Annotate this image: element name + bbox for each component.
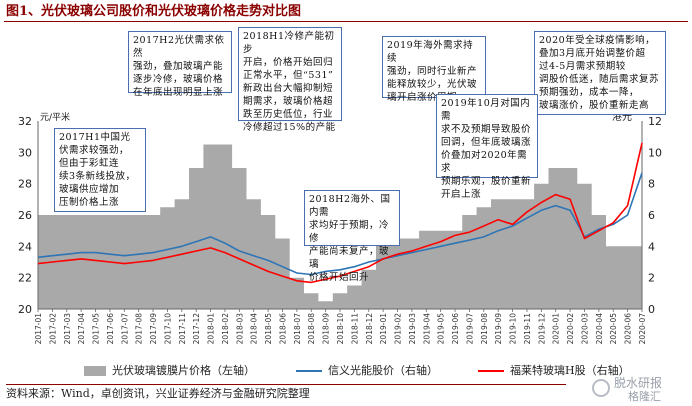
watermark-text-bottom: 格隆汇	[628, 390, 661, 403]
right-axis-tick-label: 12	[648, 115, 662, 128]
right-axis-tick-label: 8	[648, 178, 655, 191]
glass-price-area	[38, 144, 642, 309]
xinyi-price-line	[37, 172, 643, 276]
x-axis-tick-label: 2019-01	[379, 313, 388, 345]
x-axis-tick-label: 2018-03	[235, 313, 244, 345]
x-axis-tick-label: 2018-08	[307, 313, 316, 345]
left-axis-tick-label: 22	[18, 272, 32, 285]
right-axis-tick-label: 2	[648, 272, 655, 285]
x-axis-tick-label: 2020-05	[609, 313, 618, 345]
glass-price-area-layer	[38, 144, 642, 309]
legend-item-xinyi: 信义光能股价（右轴）	[296, 362, 438, 380]
x-axis-tick-label: 2017-02	[48, 313, 57, 345]
x-axis-tick-label: 2017-08	[135, 313, 144, 345]
x-axis-tick-label: 2017-04	[77, 313, 86, 345]
legend-swatch-flat	[478, 370, 504, 372]
legend-label-xinyi: 信义光能股价（右轴）	[328, 364, 438, 377]
x-axis-tick-label: 2019-08	[480, 313, 489, 345]
x-axis-tick-label: 2017-12	[192, 313, 201, 345]
right-axis-tick-label: 6	[648, 209, 655, 222]
annotation-2019-overseas: 2019年海外需求持续 强劲，同时行业新产 能释放较少，光伏玻 璃开启涨价周期	[382, 36, 486, 103]
x-axis-tick-label: 2017-06	[106, 313, 115, 345]
legend-label-flat: 福莱特玻璃H股（右轴）	[510, 364, 630, 377]
x-axis-tick-label: 2017-10	[163, 313, 172, 345]
x-axis-tick-label: 2019-06	[451, 313, 460, 345]
x-axis-tick-label: 2018-09	[322, 313, 331, 345]
left-axis-tick-label: 32	[18, 115, 32, 128]
legend-label-glass-price: 光伏玻璃镀膜片价格（左轴）	[112, 364, 255, 377]
x-axis-tick-label: 2017-07	[120, 313, 129, 345]
x-axis-tick-label: 2019-05	[437, 313, 446, 345]
x-axis-tick-label: 2019-04	[422, 313, 431, 345]
x-axis-tick-label: 2020-01	[552, 313, 561, 345]
left-axis-tick-label: 20	[18, 303, 32, 316]
x-axis-tick-label: 2017-01	[34, 313, 43, 345]
legend-item-flat: 福莱特玻璃H股（右轴）	[478, 362, 630, 380]
annotation-2017h2: 2017H2光伏需求依然 强劲，叠加玻璃产能 逐步冷修，玻璃价格 在年底出现明显…	[128, 31, 232, 98]
annotation-2018h2: 2018H2海外、国内需 求均好于预期，冷修 产能尚未复产，玻璃 价格开始回升	[304, 190, 400, 283]
x-axis-tick-label: 2019-03	[408, 313, 417, 345]
x-axis-tick-label: 2019-07	[465, 313, 474, 345]
legend-item-glass-price: 光伏玻璃镀膜片价格（左轴）	[84, 362, 255, 380]
annotation-2020-covid: 2020年受全球疫情影响， 叠加3月底开始调整价超 过4-5月需求预期较 调股价…	[534, 31, 666, 115]
x-axis-tick-label: 2019-10	[509, 313, 518, 345]
x-axis-tick-label: 2018-05	[264, 313, 273, 345]
flat-glass-price-line	[37, 142, 643, 284]
x-axis-tick-label: 2018-07	[293, 313, 302, 345]
x-axis-tick-label: 2018-12	[365, 313, 374, 345]
x-axis-tick-label: 2017-03	[63, 313, 72, 345]
x-axis-tick-label: 2018-01	[207, 313, 216, 345]
right-axis-tick-label: 0	[648, 303, 655, 316]
x-axis-tick-label: 2019-12	[537, 313, 546, 345]
axes-layer	[37, 121, 643, 312]
x-axis-tick-label: 2018-10	[336, 313, 345, 345]
left-axis-tick-label: 24	[18, 240, 32, 253]
x-axis-tick-label: 2020-06	[624, 313, 633, 345]
left-axis-tick-label: 28	[18, 178, 32, 191]
legend-swatch-xinyi	[296, 370, 322, 372]
x-axis-tick-label: 2017-05	[92, 313, 101, 345]
left-axis-tick-label: 30	[18, 146, 32, 159]
legend-swatch-area	[84, 366, 106, 376]
x-axis-tick-label: 2017-11	[178, 313, 187, 345]
watermark-logo	[592, 379, 610, 397]
left-axis-unit-label: 元/平米	[40, 111, 70, 123]
x-axis-tick-label: 2018-11	[350, 313, 359, 345]
annotation-2017h1: 2017H1中国光 伏需求较强劲， 但由于彩虹连 续3条新线投放， 玻璃供应增加…	[54, 128, 146, 212]
stock-lines-layer	[37, 142, 643, 284]
x-axis-tick-label: 2019-09	[494, 313, 503, 345]
figure-title: 图1、光伏玻璃公司股价和光伏玻璃价格走势对比图	[4, 2, 688, 22]
x-axis-tick-label: 2018-06	[278, 313, 287, 345]
x-axis-tick-label: 2017-09	[149, 313, 158, 345]
x-axis-tick-label: 2019-11	[523, 313, 532, 345]
x-axis-tick-label: 2019-02	[394, 313, 403, 345]
annotation-2019-oct: 2019年10月对国内需 求不及预期导致股价 回调，但年底玻璃涨 价叠加对202…	[436, 94, 538, 200]
x-axis-tick-label: 2020-03	[580, 313, 589, 345]
x-axis-tick-label: 2018-04	[250, 313, 259, 345]
x-axis-tick-label: 2020-02	[566, 313, 575, 345]
watermark-text-top: 脱水研报	[614, 376, 663, 390]
right-axis-tick-label: 10	[648, 146, 662, 159]
watermark: 脱水研报 格隆汇	[592, 377, 688, 403]
annotation-2018h1: 2018H1冷修产能初步 开启，价格开始回归 正常水平，但“531” 新政出台大…	[238, 27, 342, 133]
chart-legend: 光伏玻璃镀膜片价格（左轴） 信义光能股价（右轴） 福莱特玻璃H股（右轴）	[0, 362, 692, 380]
x-axis-tick-label: 2018-02	[221, 313, 230, 345]
x-axis-tick-label: 2020-04	[595, 313, 604, 345]
left-axis-tick-label: 26	[18, 209, 32, 222]
right-axis-tick-label: 4	[648, 240, 655, 253]
x-axis-tick-label: 2020-07	[638, 313, 647, 345]
source-note: 资料来源：Wind，卓创资讯，兴业证券经济与金融研究院整理	[6, 384, 566, 403]
